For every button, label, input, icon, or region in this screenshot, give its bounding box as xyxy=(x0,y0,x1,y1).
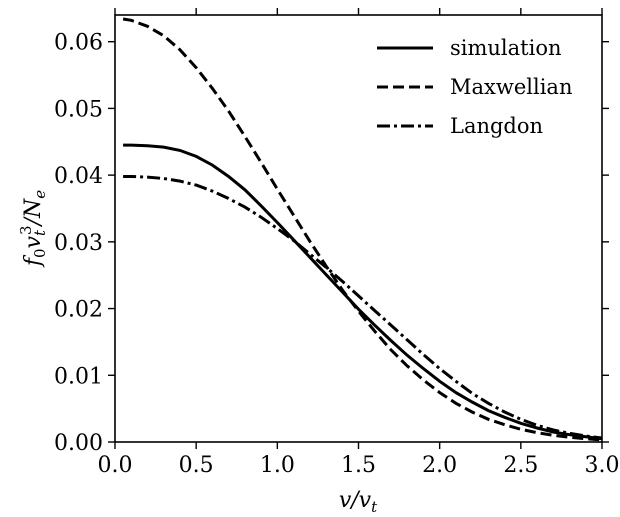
series-line-langdon xyxy=(123,175,603,440)
y-axis-title: f0vt3/Ne xyxy=(17,190,49,268)
x-tick-label: 0.0 xyxy=(98,453,133,478)
y-tick-label: 0.06 xyxy=(54,31,103,56)
y-tick-label: 0.00 xyxy=(54,431,103,456)
y-tick-label: 0.03 xyxy=(54,231,103,256)
y-axis-title-f-sub: 0 xyxy=(31,248,49,258)
x-tick-label: 1.5 xyxy=(341,453,376,478)
legend: simulation Maxwellian Langdon xyxy=(377,36,572,138)
x-axis-title-sub: t xyxy=(371,498,378,516)
y-tick-label: 0.02 xyxy=(54,298,103,323)
axis-ticks: 0.0 0.5 1.0 1.5 2.0 2.5 3.0 0.00 0.01 0.02 0.03 0.0… xyxy=(54,8,620,478)
y-tick-label: 0.04 xyxy=(54,164,103,189)
y-axis-title-n-sub: e xyxy=(31,190,49,199)
series-line-simulation xyxy=(123,143,603,441)
y-tick-label: 0.05 xyxy=(54,97,103,122)
y-axis-title-v-sup: 3 xyxy=(17,225,35,235)
y-tick-label: 0.01 xyxy=(54,364,103,389)
y-axis-title-v-sub: t xyxy=(31,229,49,236)
series-line-maxwellian xyxy=(122,17,603,442)
y-axis-title-slash-n: /N xyxy=(21,198,46,227)
x-axis-title-main: v/v xyxy=(339,488,372,513)
series-lines xyxy=(122,17,603,442)
x-tick-label: 0.5 xyxy=(179,453,214,478)
y-axis-title-v: v xyxy=(21,235,46,248)
legend-label: Maxwellian xyxy=(450,75,572,99)
legend-label: Langdon xyxy=(450,114,543,138)
x-tick-label: 3.0 xyxy=(585,453,620,478)
x-tick-label: 1.0 xyxy=(260,453,295,478)
x-axis-title: v/vt xyxy=(339,488,378,516)
x-tick-label: 2.0 xyxy=(422,453,457,478)
x-tick-label: 2.5 xyxy=(503,453,538,478)
legend-label: simulation xyxy=(450,36,562,60)
